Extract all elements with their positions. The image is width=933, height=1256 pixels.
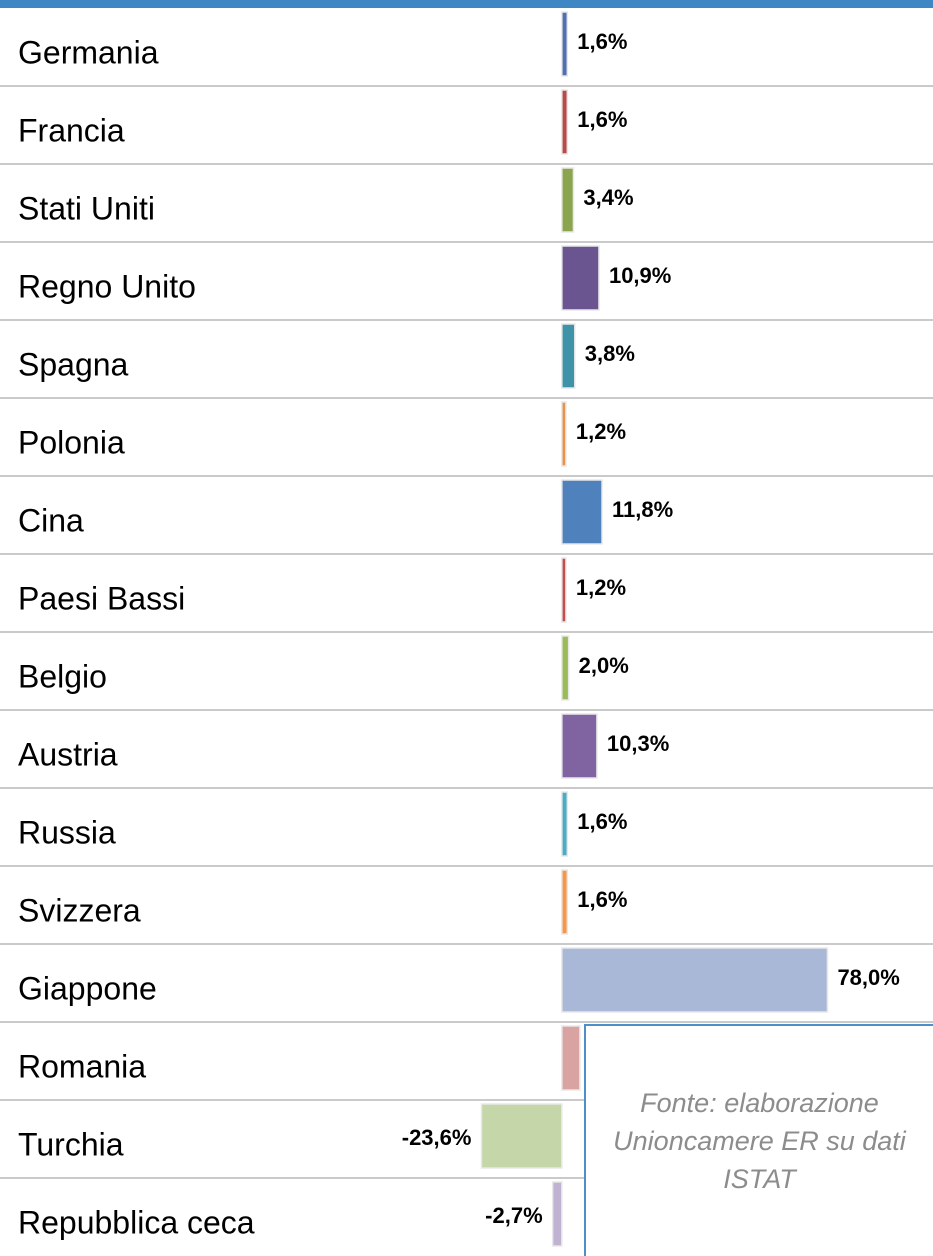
bar <box>480 1103 563 1169</box>
value-label: 1,6% <box>577 29 627 54</box>
bar <box>561 713 598 779</box>
category-label: Paesi Bassi <box>18 580 185 616</box>
category-label: Stati Uniti <box>18 190 155 226</box>
bar <box>561 947 829 1013</box>
bar <box>561 323 576 389</box>
category-label: Regno Unito <box>18 268 196 304</box>
bar <box>561 791 569 857</box>
category-label: Giappone <box>18 970 157 1006</box>
category-label: Romania <box>18 1048 146 1084</box>
bar <box>561 245 600 311</box>
category-label: Cina <box>18 502 84 538</box>
bar <box>561 1025 581 1091</box>
bar <box>561 479 603 545</box>
source-note: Fonte: elaborazione Unioncamere ER su da… <box>584 1024 933 1256</box>
value-label: 2,0% <box>579 653 629 678</box>
category-label: Svizzera <box>18 892 141 928</box>
category-label: Turchia <box>18 1126 124 1162</box>
value-label: 1,2% <box>576 419 626 444</box>
bar <box>561 89 569 155</box>
category-label: Austria <box>18 736 118 772</box>
bar <box>561 635 570 701</box>
value-label: 1,6% <box>577 107 627 132</box>
category-label: Polonia <box>18 424 125 460</box>
bar <box>561 557 567 623</box>
bar <box>561 11 569 77</box>
value-label: -23,6% <box>402 1125 472 1150</box>
category-label: Francia <box>18 112 125 148</box>
bar <box>561 869 569 935</box>
value-label: 78,0% <box>837 965 899 990</box>
category-label: Germania <box>18 34 159 70</box>
bar <box>561 401 567 467</box>
top-bar <box>0 0 933 8</box>
value-label: 1,2% <box>576 575 626 600</box>
bar <box>551 1181 563 1247</box>
bar <box>561 167 575 233</box>
value-label: 3,4% <box>583 185 633 210</box>
value-label: 10,3% <box>607 731 669 756</box>
category-label: Russia <box>18 814 116 850</box>
value-label: -2,7% <box>485 1203 542 1228</box>
category-label: Spagna <box>18 346 129 382</box>
value-label: 1,6% <box>577 809 627 834</box>
value-label: 3,8% <box>585 341 635 366</box>
value-label: 1,6% <box>577 887 627 912</box>
category-label: Repubblica ceca <box>18 1204 255 1240</box>
value-label: 10,9% <box>609 263 671 288</box>
category-label: Belgio <box>18 658 107 694</box>
value-label: 11,8% <box>612 497 673 522</box>
